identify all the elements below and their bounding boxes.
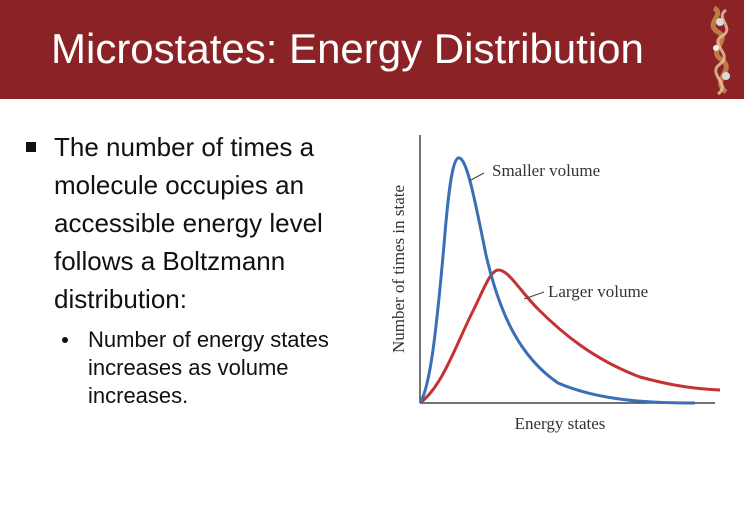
larger-volume-leader — [523, 291, 545, 300]
smaller-volume-curve — [418, 156, 696, 405]
molecule-decoration-icon — [710, 5, 730, 96]
smaller-volume-leader — [468, 172, 485, 182]
square-bullet-icon — [26, 142, 36, 152]
smaller-volume-label: Smaller volume — [492, 161, 600, 180]
x-axis-label: Energy states — [515, 414, 606, 433]
sub-bullet-text: Number of energy states increases as vol… — [88, 327, 329, 408]
round-bullet-icon — [62, 337, 68, 343]
larger-volume-label: Larger volume — [548, 282, 648, 301]
larger-volume-curve — [419, 268, 721, 405]
slide-title: Microstates: Energy Distribution — [51, 25, 644, 72]
y-axis-label: Number of times in state — [389, 185, 408, 353]
boltzmann-distribution-chart: Smaller volume Larger volume Energy stat… — [389, 135, 721, 433]
title-bar: Microstates: Energy Distribution — [0, 0, 744, 99]
main-bullet-text: The number of times a molecule occupies … — [54, 132, 323, 314]
